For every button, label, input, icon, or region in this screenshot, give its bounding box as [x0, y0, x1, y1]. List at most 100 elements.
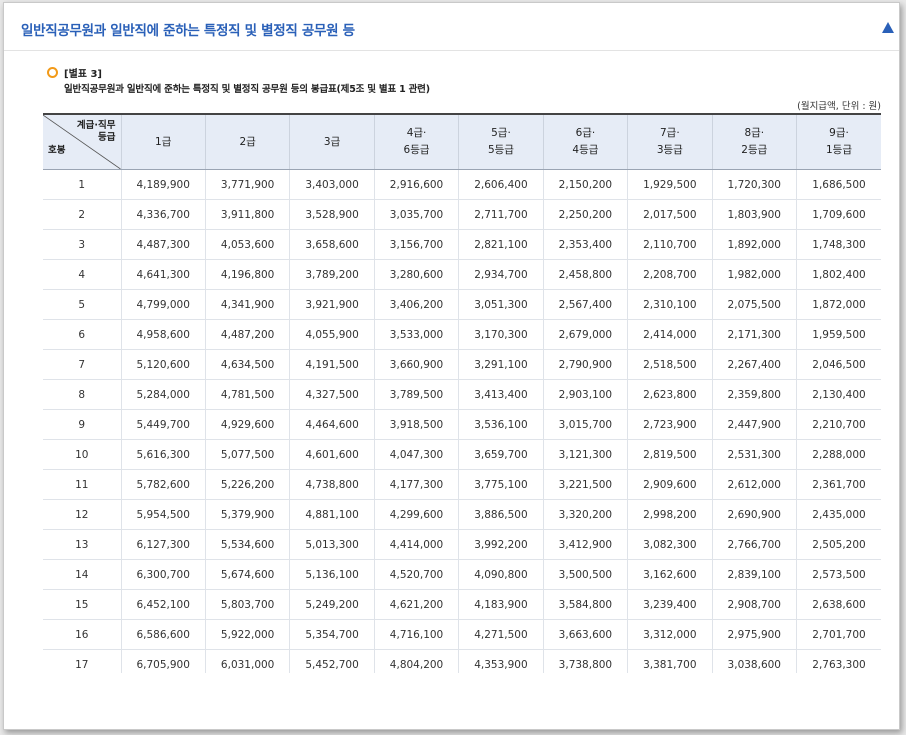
- salary-cell: 5,120,600: [121, 349, 206, 380]
- salary-cell: 2,046,500: [796, 349, 881, 380]
- salary-cell: 2,171,300: [712, 319, 798, 350]
- salary-cell: 2,819,500: [627, 439, 713, 470]
- salary-cell: 5,616,300: [121, 439, 206, 470]
- column-header: 1급: [121, 113, 206, 170]
- salary-cell: 2,975,900: [712, 619, 798, 650]
- salary-cell: 2,250,200: [543, 199, 629, 230]
- salary-cell: 3,406,200: [374, 289, 460, 320]
- salary-cell: 1,929,500: [627, 169, 713, 200]
- table-row: 3 4,487,300 4,053,600 3,658,600 3,156,700 2,8…: [43, 229, 881, 260]
- step-cell: 17: [43, 649, 122, 673]
- salary-cell: 3,038,600: [712, 649, 798, 673]
- salary-cell: 4,336,700: [121, 199, 206, 230]
- step-cell: 15: [43, 589, 122, 620]
- salary-cell: 2,839,100: [712, 559, 798, 590]
- salary-cell: 2,908,700: [712, 589, 798, 620]
- salary-cell: 1,959,500: [796, 319, 881, 350]
- corner-top-label: 계급·직무 등급: [77, 120, 116, 144]
- step-cell: 8: [43, 379, 122, 410]
- salary-cell: 2,208,700: [627, 259, 713, 290]
- salary-cell: 4,601,600: [289, 439, 375, 470]
- circle-icon: [47, 67, 58, 78]
- step-cell: 5: [43, 289, 122, 320]
- column-header-line: 3등급: [656, 144, 683, 156]
- salary-cell: 2,353,400: [543, 229, 629, 260]
- table-row: 11 5,782,600 5,226,200 4,738,800 4,177,300 3,…: [43, 469, 881, 500]
- salary-cell: 2,916,600: [374, 169, 460, 200]
- salary-cell: 3,921,900: [289, 289, 375, 320]
- content-area: [별표 3] 일반직공무원과 일반직에 준하는 특정직 및 별정직 공무원 등의…: [16, 51, 889, 673]
- salary-cell: 6,586,600: [121, 619, 206, 650]
- salary-cell: 2,075,500: [712, 289, 798, 320]
- bottom-area: [4, 674, 899, 729]
- salary-cell: 3,412,900: [543, 529, 629, 560]
- salary-cell: 3,221,500: [543, 469, 629, 500]
- table-row: 9 5,449,700 4,929,600 4,464,600 3,918,500 3,5…: [43, 409, 881, 440]
- salary-cell: 3,413,400: [458, 379, 544, 410]
- corner-bottom-label: 호봉: [48, 145, 66, 156]
- salary-cell: 3,082,300: [627, 529, 713, 560]
- salary-cell: 4,055,900: [289, 319, 375, 350]
- table-row: 4 4,641,300 4,196,800 3,789,200 3,280,600 2,9…: [43, 259, 881, 290]
- salary-cell: 4,634,500: [205, 349, 291, 380]
- salary-cell: 3,789,200: [289, 259, 375, 290]
- salary-cell: 2,821,100: [458, 229, 544, 260]
- column-header: 2급: [205, 113, 291, 170]
- salary-cell: 4,881,100: [289, 499, 375, 530]
- salary-cell: 4,090,800: [458, 559, 544, 590]
- panel-title: 일반직공무원과 일반직에 준하는 특정직 및 별정직 공무원 등: [21, 23, 355, 39]
- salary-cell: 3,280,600: [374, 259, 460, 290]
- salary-cell: 3,584,800: [543, 589, 629, 620]
- column-header: 5급· 5등급: [458, 113, 544, 170]
- salary-cell: 2,267,400: [712, 349, 798, 380]
- salary-cell: 2,909,600: [627, 469, 713, 500]
- salary-cell: 3,992,200: [458, 529, 544, 560]
- salary-cell: 3,528,900: [289, 199, 375, 230]
- salary-cell: 4,464,600: [289, 409, 375, 440]
- salary-cell: 1,802,400: [796, 259, 881, 290]
- salary-cell: 2,763,300: [796, 649, 881, 673]
- column-header: 6급· 4등급: [543, 113, 629, 170]
- step-cell: 11: [43, 469, 122, 500]
- salary-cell: 3,660,900: [374, 349, 460, 380]
- table-row: 15 6,452,100 5,803,700 5,249,200 4,621,200 4,…: [43, 589, 881, 620]
- salary-cell: 2,414,000: [627, 319, 713, 350]
- salary-cell: 1,720,300: [712, 169, 798, 200]
- column-header: 4급· 6등급: [374, 113, 460, 170]
- step-cell: 3: [43, 229, 122, 260]
- salary-cell: 4,183,900: [458, 589, 544, 620]
- note-label: [별표 3]: [64, 69, 102, 80]
- salary-cell: 2,711,700: [458, 199, 544, 230]
- salary-cell: 5,226,200: [205, 469, 291, 500]
- column-header-line: 4급·: [406, 127, 427, 139]
- panel-header: 일반직공무원과 일반직에 준하는 특정직 및 별정직 공무원 등: [4, 3, 899, 51]
- salary-cell: 3,239,400: [627, 589, 713, 620]
- salary-cell: 2,723,900: [627, 409, 713, 440]
- salary-cell: 1,748,300: [796, 229, 881, 260]
- step-cell: 2: [43, 199, 122, 230]
- column-header-line: 5급·: [491, 127, 511, 139]
- salary-cell: 2,447,900: [712, 409, 798, 440]
- step-cell: 6: [43, 319, 122, 350]
- salary-cell: 4,341,900: [205, 289, 291, 320]
- salary-cell: 5,534,600: [205, 529, 291, 560]
- collapse-button[interactable]: [881, 20, 895, 34]
- salary-cell: 2,288,000: [796, 439, 881, 470]
- salary-cell: 1,803,900: [712, 199, 798, 230]
- step-cell: 10: [43, 439, 122, 470]
- column-header-line: 9급·: [829, 127, 849, 139]
- salary-cell: 4,487,300: [121, 229, 206, 260]
- salary-cell: 3,536,100: [458, 409, 544, 440]
- table-row: 10 5,616,300 5,077,500 4,601,600 4,047,300 3,…: [43, 439, 881, 470]
- salary-cell: 3,035,700: [374, 199, 460, 230]
- salary-cell: 4,191,500: [289, 349, 375, 380]
- salary-cell: 3,500,500: [543, 559, 629, 590]
- salary-cell: 2,110,700: [627, 229, 713, 260]
- step-cell: 4: [43, 259, 122, 290]
- salary-cell: 1,982,000: [712, 259, 798, 290]
- salary-cell: 2,518,500: [627, 349, 713, 380]
- salary-cell: 2,130,400: [796, 379, 881, 410]
- salary-cell: 4,520,700: [374, 559, 460, 590]
- salary-cell: 4,781,500: [205, 379, 291, 410]
- table-row: 1 4,189,900 3,771,900 3,403,000 2,916,600 2,6…: [43, 169, 881, 200]
